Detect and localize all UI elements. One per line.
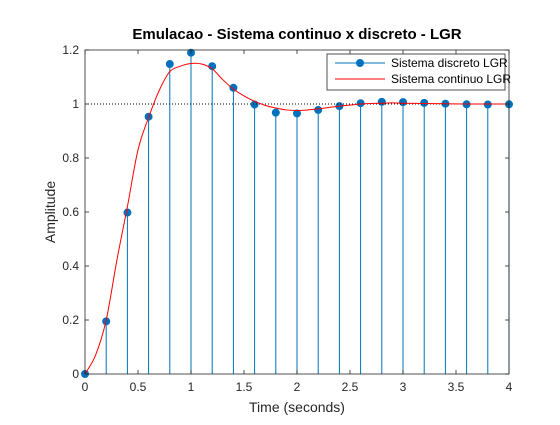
y-tick-label: 1.2: [62, 43, 79, 57]
x-ticks: 0 0.5 1 1.5 2 2.5 3 3.5 4: [82, 50, 513, 394]
x-axis-label: Time (seconds): [249, 399, 345, 415]
stem-marker: [356, 99, 365, 108]
stem-marker: [271, 108, 280, 117]
stem-marker: [399, 98, 407, 107]
y-tick-label: 0: [72, 367, 79, 381]
x-tick-label: 4: [506, 380, 513, 394]
x-tick-label: 2.5: [342, 380, 359, 394]
y-ticks: 0 0.2 0.4 0.6 0.8 1 1.2: [62, 43, 509, 381]
discrete-stems: [105, 52, 510, 374]
x-tick-label: 2: [294, 380, 301, 394]
stem-marker: [123, 208, 132, 217]
x-tick-label: 3: [400, 380, 407, 394]
y-tick-label: 0.6: [62, 205, 79, 219]
legend: Sistema discreto LGR Sistema continuo LG…: [326, 53, 511, 91]
continuous-curve: [84, 62, 509, 375]
stem-marker: [420, 98, 429, 107]
x-tick-label: 1: [188, 380, 195, 394]
y-tick-label: 1: [72, 97, 79, 111]
y-tick-label: 0.4: [62, 259, 79, 273]
legend-discrete-marker: [356, 59, 364, 67]
stem-marker: [483, 100, 492, 109]
x-tick-label: 3.5: [448, 380, 465, 394]
legend-continuous-label: Sistema continuo LGR: [391, 72, 511, 86]
y-tick-label: 0.8: [62, 151, 79, 165]
stem-marker: [377, 97, 386, 106]
stem-marker: [165, 60, 174, 69]
stem-marker: [229, 83, 238, 92]
legend-box: [326, 53, 506, 91]
x-tick-label: 1.5: [236, 380, 253, 394]
stem-marker: [293, 109, 301, 118]
y-axis-label: Amplitude: [42, 181, 58, 243]
stem-marker: [314, 105, 323, 114]
x-tick-label: 0.5: [130, 380, 147, 394]
stem-marker: [208, 62, 217, 71]
continuous-curve-group: [84, 62, 509, 375]
chart-title: Emulacao - Sistema continuo x discreto -…: [132, 26, 461, 43]
x-tick-label: 0: [82, 380, 89, 394]
y-tick-label: 0.2: [62, 313, 79, 327]
legend-discrete-label: Sistema discreto LGR: [391, 56, 508, 70]
